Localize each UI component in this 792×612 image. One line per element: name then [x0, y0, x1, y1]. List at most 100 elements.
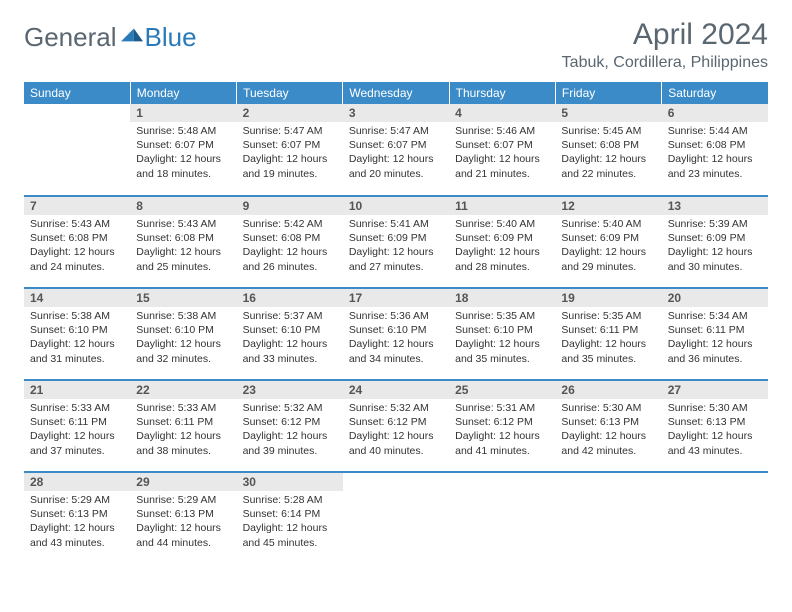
calendar-cell: 12Sunrise: 5:40 AMSunset: 6:09 PMDayligh… — [555, 196, 661, 288]
day-number: 11 — [449, 197, 555, 215]
calendar-cell: 18Sunrise: 5:35 AMSunset: 6:10 PMDayligh… — [449, 288, 555, 380]
day-header: Thursday — [449, 82, 555, 104]
day-number: 1 — [130, 104, 236, 122]
logo: General Blue — [24, 22, 197, 53]
day-number: 26 — [555, 381, 661, 399]
day-number: 14 — [24, 289, 130, 307]
calendar-cell: 13Sunrise: 5:39 AMSunset: 6:09 PMDayligh… — [662, 196, 768, 288]
day-details: Sunrise: 5:28 AMSunset: 6:14 PMDaylight:… — [237, 491, 343, 554]
calendar-row: 1Sunrise: 5:48 AMSunset: 6:07 PMDaylight… — [24, 104, 768, 196]
day-number: 23 — [237, 381, 343, 399]
month-title: April 2024 — [562, 18, 768, 52]
day-details: Sunrise: 5:43 AMSunset: 6:08 PMDaylight:… — [24, 215, 130, 278]
day-details: Sunrise: 5:38 AMSunset: 6:10 PMDaylight:… — [130, 307, 236, 370]
day-details: Sunrise: 5:30 AMSunset: 6:13 PMDaylight:… — [555, 399, 661, 462]
day-details: Sunrise: 5:40 AMSunset: 6:09 PMDaylight:… — [555, 215, 661, 278]
header: General Blue April 2024 Tabuk, Cordiller… — [24, 18, 768, 72]
day-number: 9 — [237, 197, 343, 215]
calendar-cell: 23Sunrise: 5:32 AMSunset: 6:12 PMDayligh… — [237, 380, 343, 472]
location-text: Tabuk, Cordillera, Philippines — [562, 54, 768, 72]
day-number: 4 — [449, 104, 555, 122]
day-details: Sunrise: 5:45 AMSunset: 6:08 PMDaylight:… — [555, 122, 661, 185]
calendar-cell: 5Sunrise: 5:45 AMSunset: 6:08 PMDaylight… — [555, 104, 661, 196]
calendar-cell: 3Sunrise: 5:47 AMSunset: 6:07 PMDaylight… — [343, 104, 449, 196]
day-number: 8 — [130, 197, 236, 215]
calendar-cell: 25Sunrise: 5:31 AMSunset: 6:12 PMDayligh… — [449, 380, 555, 472]
calendar-cell: 28Sunrise: 5:29 AMSunset: 6:13 PMDayligh… — [24, 472, 130, 564]
calendar-table: SundayMondayTuesdayWednesdayThursdayFrid… — [24, 82, 768, 564]
calendar-row: 7Sunrise: 5:43 AMSunset: 6:08 PMDaylight… — [24, 196, 768, 288]
day-details: Sunrise: 5:36 AMSunset: 6:10 PMDaylight:… — [343, 307, 449, 370]
day-number: 21 — [24, 381, 130, 399]
day-header: Wednesday — [343, 82, 449, 104]
day-details: Sunrise: 5:37 AMSunset: 6:10 PMDaylight:… — [237, 307, 343, 370]
calendar-cell: 10Sunrise: 5:41 AMSunset: 6:09 PMDayligh… — [343, 196, 449, 288]
day-number: 13 — [662, 197, 768, 215]
day-details: Sunrise: 5:31 AMSunset: 6:12 PMDaylight:… — [449, 399, 555, 462]
day-details: Sunrise: 5:41 AMSunset: 6:09 PMDaylight:… — [343, 215, 449, 278]
day-details: Sunrise: 5:29 AMSunset: 6:13 PMDaylight:… — [130, 491, 236, 554]
day-details: Sunrise: 5:30 AMSunset: 6:13 PMDaylight:… — [662, 399, 768, 462]
calendar-cell — [449, 472, 555, 564]
day-details: Sunrise: 5:33 AMSunset: 6:11 PMDaylight:… — [24, 399, 130, 462]
calendar-cell — [343, 472, 449, 564]
day-number: 16 — [237, 289, 343, 307]
calendar-cell — [662, 472, 768, 564]
calendar-row: 28Sunrise: 5:29 AMSunset: 6:13 PMDayligh… — [24, 472, 768, 564]
logo-text-general: General — [24, 22, 117, 53]
day-number: 20 — [662, 289, 768, 307]
day-details: Sunrise: 5:34 AMSunset: 6:11 PMDaylight:… — [662, 307, 768, 370]
calendar-cell: 7Sunrise: 5:43 AMSunset: 6:08 PMDaylight… — [24, 196, 130, 288]
calendar-cell: 11Sunrise: 5:40 AMSunset: 6:09 PMDayligh… — [449, 196, 555, 288]
calendar-body: 1Sunrise: 5:48 AMSunset: 6:07 PMDaylight… — [24, 104, 768, 564]
day-header: Saturday — [662, 82, 768, 104]
calendar-cell: 30Sunrise: 5:28 AMSunset: 6:14 PMDayligh… — [237, 472, 343, 564]
calendar-row: 21Sunrise: 5:33 AMSunset: 6:11 PMDayligh… — [24, 380, 768, 472]
calendar-cell: 15Sunrise: 5:38 AMSunset: 6:10 PMDayligh… — [130, 288, 236, 380]
calendar-cell: 27Sunrise: 5:30 AMSunset: 6:13 PMDayligh… — [662, 380, 768, 472]
calendar-cell: 20Sunrise: 5:34 AMSunset: 6:11 PMDayligh… — [662, 288, 768, 380]
day-details: Sunrise: 5:33 AMSunset: 6:11 PMDaylight:… — [130, 399, 236, 462]
day-details: Sunrise: 5:46 AMSunset: 6:07 PMDaylight:… — [449, 122, 555, 185]
day-number: 15 — [130, 289, 236, 307]
day-number: 19 — [555, 289, 661, 307]
calendar-cell: 22Sunrise: 5:33 AMSunset: 6:11 PMDayligh… — [130, 380, 236, 472]
day-number: 25 — [449, 381, 555, 399]
logo-triangle-icon — [121, 26, 143, 42]
day-details: Sunrise: 5:47 AMSunset: 6:07 PMDaylight:… — [237, 122, 343, 185]
calendar-cell: 2Sunrise: 5:47 AMSunset: 6:07 PMDaylight… — [237, 104, 343, 196]
day-number: 12 — [555, 197, 661, 215]
calendar-cell: 21Sunrise: 5:33 AMSunset: 6:11 PMDayligh… — [24, 380, 130, 472]
day-details: Sunrise: 5:48 AMSunset: 6:07 PMDaylight:… — [130, 122, 236, 185]
day-number: 30 — [237, 473, 343, 491]
day-number: 10 — [343, 197, 449, 215]
calendar-cell: 9Sunrise: 5:42 AMSunset: 6:08 PMDaylight… — [237, 196, 343, 288]
day-number: 3 — [343, 104, 449, 122]
day-number: 7 — [24, 197, 130, 215]
day-details: Sunrise: 5:35 AMSunset: 6:11 PMDaylight:… — [555, 307, 661, 370]
calendar-cell: 29Sunrise: 5:29 AMSunset: 6:13 PMDayligh… — [130, 472, 236, 564]
day-number: 17 — [343, 289, 449, 307]
calendar-cell: 4Sunrise: 5:46 AMSunset: 6:07 PMDaylight… — [449, 104, 555, 196]
calendar-cell: 26Sunrise: 5:30 AMSunset: 6:13 PMDayligh… — [555, 380, 661, 472]
day-number: 18 — [449, 289, 555, 307]
calendar-cell — [555, 472, 661, 564]
day-number: 28 — [24, 473, 130, 491]
day-number: 2 — [237, 104, 343, 122]
day-details: Sunrise: 5:38 AMSunset: 6:10 PMDaylight:… — [24, 307, 130, 370]
day-details: Sunrise: 5:40 AMSunset: 6:09 PMDaylight:… — [449, 215, 555, 278]
day-number: 29 — [130, 473, 236, 491]
day-header: Monday — [130, 82, 236, 104]
title-block: April 2024 Tabuk, Cordillera, Philippine… — [562, 18, 768, 72]
day-details: Sunrise: 5:42 AMSunset: 6:08 PMDaylight:… — [237, 215, 343, 278]
calendar-cell: 1Sunrise: 5:48 AMSunset: 6:07 PMDaylight… — [130, 104, 236, 196]
calendar-cell: 16Sunrise: 5:37 AMSunset: 6:10 PMDayligh… — [237, 288, 343, 380]
calendar-cell: 8Sunrise: 5:43 AMSunset: 6:08 PMDaylight… — [130, 196, 236, 288]
day-details: Sunrise: 5:32 AMSunset: 6:12 PMDaylight:… — [343, 399, 449, 462]
day-details: Sunrise: 5:35 AMSunset: 6:10 PMDaylight:… — [449, 307, 555, 370]
calendar-header-row: SundayMondayTuesdayWednesdayThursdayFrid… — [24, 82, 768, 104]
day-details: Sunrise: 5:43 AMSunset: 6:08 PMDaylight:… — [130, 215, 236, 278]
day-details: Sunrise: 5:29 AMSunset: 6:13 PMDaylight:… — [24, 491, 130, 554]
calendar-cell — [24, 104, 130, 196]
calendar-cell: 14Sunrise: 5:38 AMSunset: 6:10 PMDayligh… — [24, 288, 130, 380]
